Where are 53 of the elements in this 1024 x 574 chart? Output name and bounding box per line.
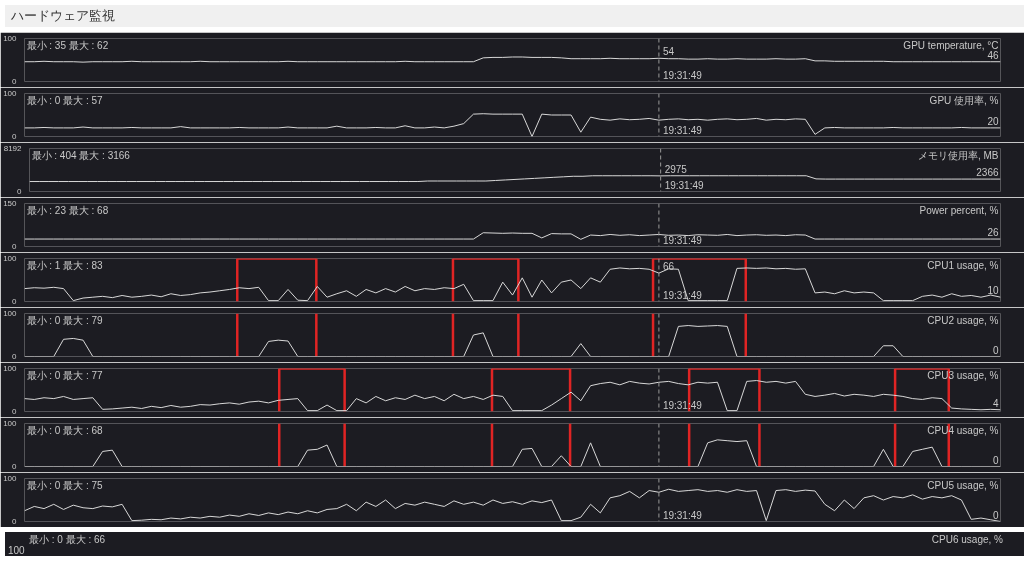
annotation: 19:31:49 xyxy=(662,509,703,521)
chart-title: メモリ使用率, MB xyxy=(917,149,999,161)
y-tick-label: 0 xyxy=(12,462,18,471)
y-tick-label: 0 xyxy=(12,297,18,306)
annotation: 19:31:49 xyxy=(662,234,703,246)
chart-title: CPU1 usage, % xyxy=(927,259,999,271)
y-tick-label: 100 xyxy=(3,89,18,98)
y-tick-label: 100 xyxy=(3,309,18,318)
text: CPU6 usage, % xyxy=(931,533,1003,547)
y-tick-label: 0 xyxy=(12,132,18,141)
chart-subtitle: 最小 : 0 最大 : 57 xyxy=(26,94,104,106)
data-label: 0 xyxy=(992,454,999,466)
y-tick-label: 0 xyxy=(12,407,18,416)
y-tick-label: 100 xyxy=(3,34,18,43)
data-label: 2366 xyxy=(976,167,999,179)
y-tick-label: 0 xyxy=(12,517,18,526)
y-tick-label: 0 xyxy=(12,77,18,86)
data-label: 0 xyxy=(992,509,999,521)
y-tick-label: 100 xyxy=(3,474,18,483)
y-tick-label: 100 xyxy=(3,364,18,373)
chart-subtitle: 最小 : 0 最大 : 68 xyxy=(26,424,104,436)
data-label: 10 xyxy=(987,285,999,297)
chart-subtitle: 最小 : 0 最大 : 79 xyxy=(26,314,104,326)
chart-title: GPU 使用率, % xyxy=(929,94,999,106)
chart-subtitle: 最小 : 23 最大 : 68 xyxy=(26,204,109,216)
chart-subtitle: 最小 : 35 最大 : 62 xyxy=(26,39,109,51)
y-tick-label: 0 xyxy=(17,187,23,196)
chart-title: Power percent, % xyxy=(919,204,999,216)
y-tick-label: 100 xyxy=(3,419,18,428)
chart-subtitle: 最小 : 0 最大 : 75 xyxy=(26,479,104,491)
annotation: 19:31:49 xyxy=(662,69,703,81)
data-label: 26 xyxy=(987,227,999,239)
data-label: 54 xyxy=(662,46,675,58)
annotation: 19:31:49 xyxy=(662,124,703,136)
data-label: 2975 xyxy=(664,163,688,175)
y-tick-label: 0 xyxy=(12,242,18,251)
chart-subtitle: 最小 : 404 最大 : 3166 xyxy=(31,149,131,161)
data-label: 20 xyxy=(987,115,999,127)
y-tick-label: 100 xyxy=(3,254,18,263)
data-label: 4 xyxy=(992,397,999,409)
chart-title: CPU2 usage, % xyxy=(927,314,999,326)
y-tick-label: 0 xyxy=(12,352,18,361)
data-label: 0 xyxy=(992,344,999,356)
chart-title: GPU temperature, °C xyxy=(903,39,999,51)
chart-title: CPU5 usage, % xyxy=(927,479,999,491)
chart-subtitle: 最小 : 0 最大 : 77 xyxy=(26,369,104,381)
chart-subtitle: 最小 : 1 最大 : 83 xyxy=(26,259,104,271)
text: ハードウェア監視 xyxy=(11,7,115,25)
data-label: 46 xyxy=(987,49,999,61)
y-tick-label: 8192 xyxy=(3,144,23,153)
text: 最小 : 0 最大 : 66 xyxy=(29,533,106,547)
annotation: 19:31:49 xyxy=(664,179,705,191)
y-tick-label: 150 xyxy=(3,199,18,208)
